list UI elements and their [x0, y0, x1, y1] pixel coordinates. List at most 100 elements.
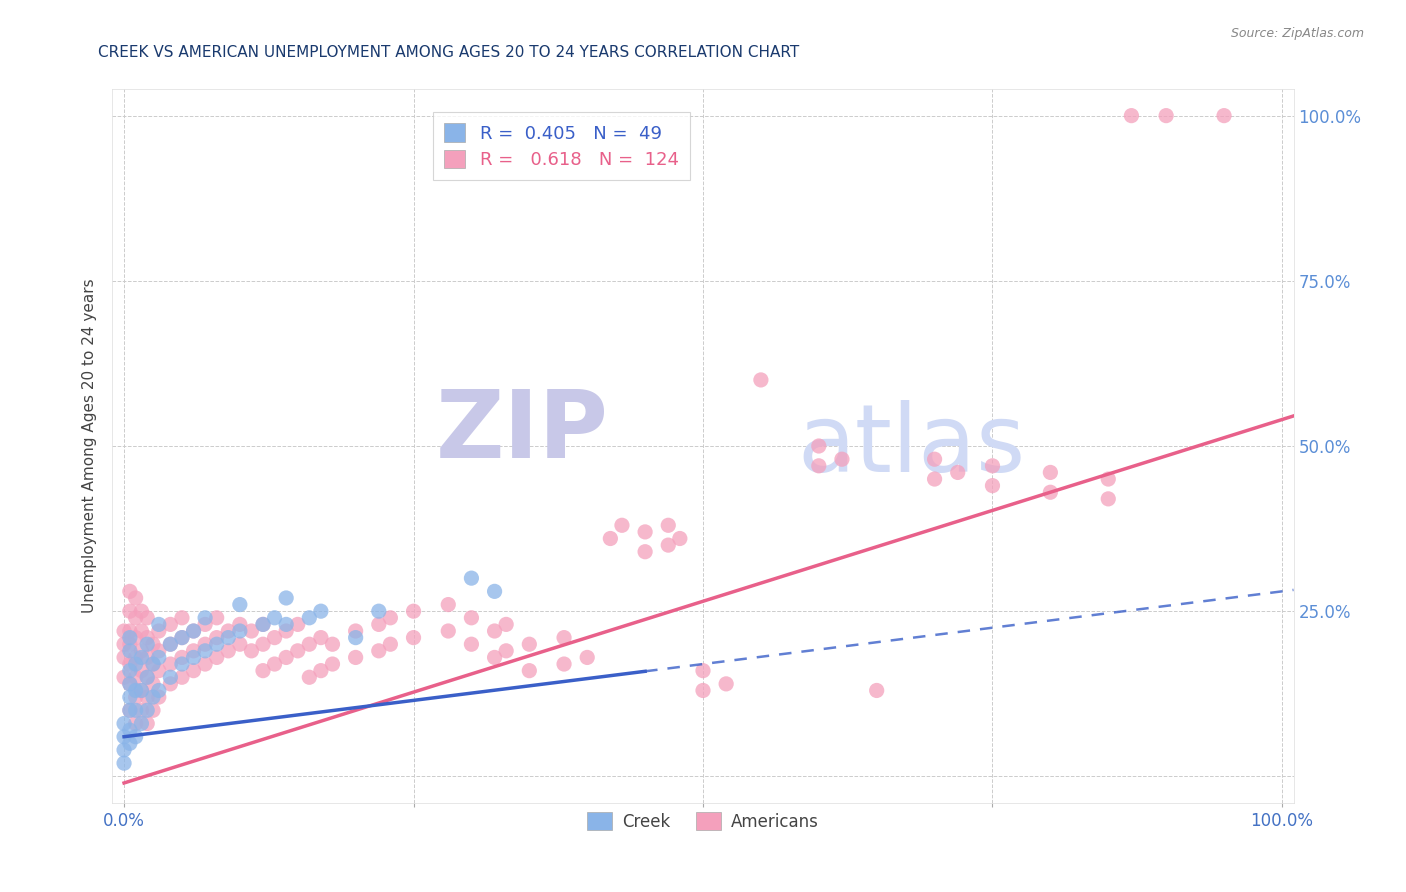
Point	[402, 604, 425, 618]
Point	[367, 604, 389, 618]
Point	[276, 624, 298, 638]
Point	[112, 743, 135, 757]
Point	[252, 617, 274, 632]
Point	[380, 637, 402, 651]
Point	[229, 637, 252, 651]
Point	[229, 598, 252, 612]
Point	[460, 611, 482, 625]
Point	[229, 617, 252, 632]
Point	[118, 624, 141, 638]
Point	[118, 703, 141, 717]
Point	[131, 604, 153, 618]
Point	[831, 452, 853, 467]
Point	[136, 703, 159, 717]
Point	[276, 617, 298, 632]
Point	[170, 670, 193, 684]
Text: Source: ZipAtlas.com: Source: ZipAtlas.com	[1230, 27, 1364, 40]
Point	[276, 650, 298, 665]
Point	[1154, 109, 1177, 123]
Point	[136, 690, 159, 704]
Point	[321, 657, 343, 671]
Point	[981, 478, 1004, 492]
Point	[118, 637, 141, 651]
Point	[118, 690, 141, 704]
Point	[124, 611, 146, 625]
Point	[159, 670, 181, 684]
Point	[136, 670, 159, 684]
Point	[131, 716, 153, 731]
Point	[263, 657, 285, 671]
Point	[692, 683, 714, 698]
Point	[124, 650, 146, 665]
Text: ZIP: ZIP	[436, 385, 609, 478]
Point	[183, 664, 205, 678]
Point	[159, 617, 181, 632]
Point	[131, 703, 153, 717]
Point	[1213, 109, 1236, 123]
Point	[170, 611, 193, 625]
Point	[367, 644, 389, 658]
Point	[309, 664, 332, 678]
Point	[692, 664, 714, 678]
Point	[124, 730, 146, 744]
Text: CREEK VS AMERICAN UNEMPLOYMENT AMONG AGES 20 TO 24 YEARS CORRELATION CHART: CREEK VS AMERICAN UNEMPLOYMENT AMONG AGE…	[98, 45, 800, 60]
Point	[553, 657, 575, 671]
Point	[610, 518, 633, 533]
Point	[148, 644, 170, 658]
Point	[252, 637, 274, 651]
Point	[118, 736, 141, 750]
Point	[1039, 485, 1062, 500]
Point	[276, 591, 298, 605]
Point	[131, 644, 153, 658]
Point	[807, 458, 830, 473]
Point	[159, 677, 181, 691]
Point	[118, 703, 141, 717]
Point	[170, 657, 193, 671]
Point	[124, 591, 146, 605]
Point	[148, 650, 170, 665]
Point	[118, 664, 141, 678]
Point	[924, 452, 946, 467]
Point	[159, 637, 181, 651]
Point	[124, 657, 146, 671]
Point	[194, 637, 217, 651]
Point	[484, 624, 506, 638]
Point	[112, 730, 135, 744]
Point	[981, 458, 1004, 473]
Point	[380, 611, 402, 625]
Point	[217, 644, 239, 658]
Point	[118, 631, 141, 645]
Point	[240, 644, 263, 658]
Point	[136, 611, 159, 625]
Point	[749, 373, 772, 387]
Point	[136, 650, 159, 665]
Point	[142, 637, 165, 651]
Point	[118, 584, 141, 599]
Point	[118, 644, 141, 658]
Point	[131, 683, 153, 698]
Point	[159, 657, 181, 671]
Point	[112, 716, 135, 731]
Point	[576, 650, 599, 665]
Point	[263, 611, 285, 625]
Point	[807, 439, 830, 453]
Legend: Creek, Americans: Creek, Americans	[581, 805, 825, 838]
Point	[183, 650, 205, 665]
Point	[194, 611, 217, 625]
Point	[124, 683, 146, 698]
Point	[495, 644, 517, 658]
Point	[118, 657, 141, 671]
Point	[344, 624, 367, 638]
Point	[136, 637, 159, 651]
Point	[112, 650, 135, 665]
Point	[112, 637, 135, 651]
Point	[460, 571, 482, 585]
Point	[321, 637, 343, 651]
Point	[136, 716, 159, 731]
Point	[298, 670, 321, 684]
Point	[1039, 466, 1062, 480]
Point	[205, 611, 228, 625]
Point	[148, 664, 170, 678]
Point	[124, 703, 146, 717]
Point	[634, 545, 657, 559]
